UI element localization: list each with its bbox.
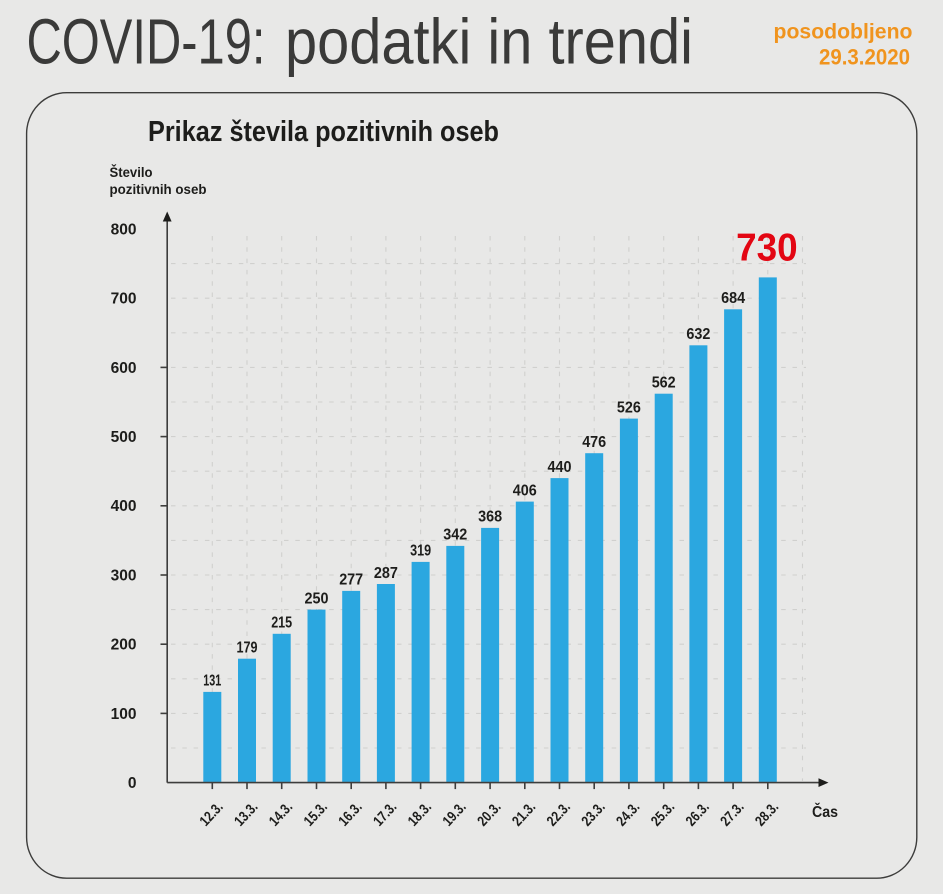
svg-text:400: 400	[111, 498, 137, 515]
svg-text:526: 526	[617, 399, 641, 416]
svg-text:Čas: Čas	[812, 802, 838, 821]
svg-text:277: 277	[339, 572, 363, 589]
svg-text:posodobljeno: posodobljeno	[774, 20, 913, 43]
svg-text:800: 800	[111, 221, 137, 238]
svg-text:Število: Število	[110, 163, 153, 180]
svg-text:131: 131	[203, 673, 221, 690]
svg-text:600: 600	[111, 360, 137, 377]
svg-text:700: 700	[111, 291, 137, 308]
svg-text:342: 342	[443, 527, 467, 544]
svg-text:200: 200	[111, 637, 137, 654]
svg-text:562: 562	[652, 375, 676, 392]
svg-text:684: 684	[721, 290, 745, 307]
svg-text:319: 319	[410, 543, 431, 560]
svg-text:215: 215	[271, 615, 292, 632]
svg-text:730: 730	[736, 227, 798, 270]
svg-text:406: 406	[513, 482, 537, 499]
svg-text:300: 300	[111, 567, 137, 584]
svg-text:250: 250	[305, 590, 329, 607]
svg-text:287: 287	[374, 565, 398, 582]
svg-text:632: 632	[686, 326, 710, 343]
svg-text:500: 500	[111, 429, 137, 446]
svg-text:100: 100	[111, 706, 137, 723]
svg-text:podatki in trendi: podatki in trendi	[285, 6, 693, 78]
svg-text:476: 476	[582, 434, 606, 451]
svg-text:COVID-19:: COVID-19:	[27, 6, 266, 78]
svg-text:179: 179	[237, 640, 258, 657]
svg-text:368: 368	[478, 509, 502, 526]
svg-text:Prikaz števila pozitivnih oseb: Prikaz števila pozitivnih oseb	[148, 116, 499, 148]
svg-text:29.3.2020: 29.3.2020	[819, 45, 910, 70]
svg-text:pozitivnih oseb: pozitivnih oseb	[110, 181, 207, 197]
svg-text:440: 440	[548, 459, 572, 476]
svg-text:0: 0	[128, 775, 137, 792]
